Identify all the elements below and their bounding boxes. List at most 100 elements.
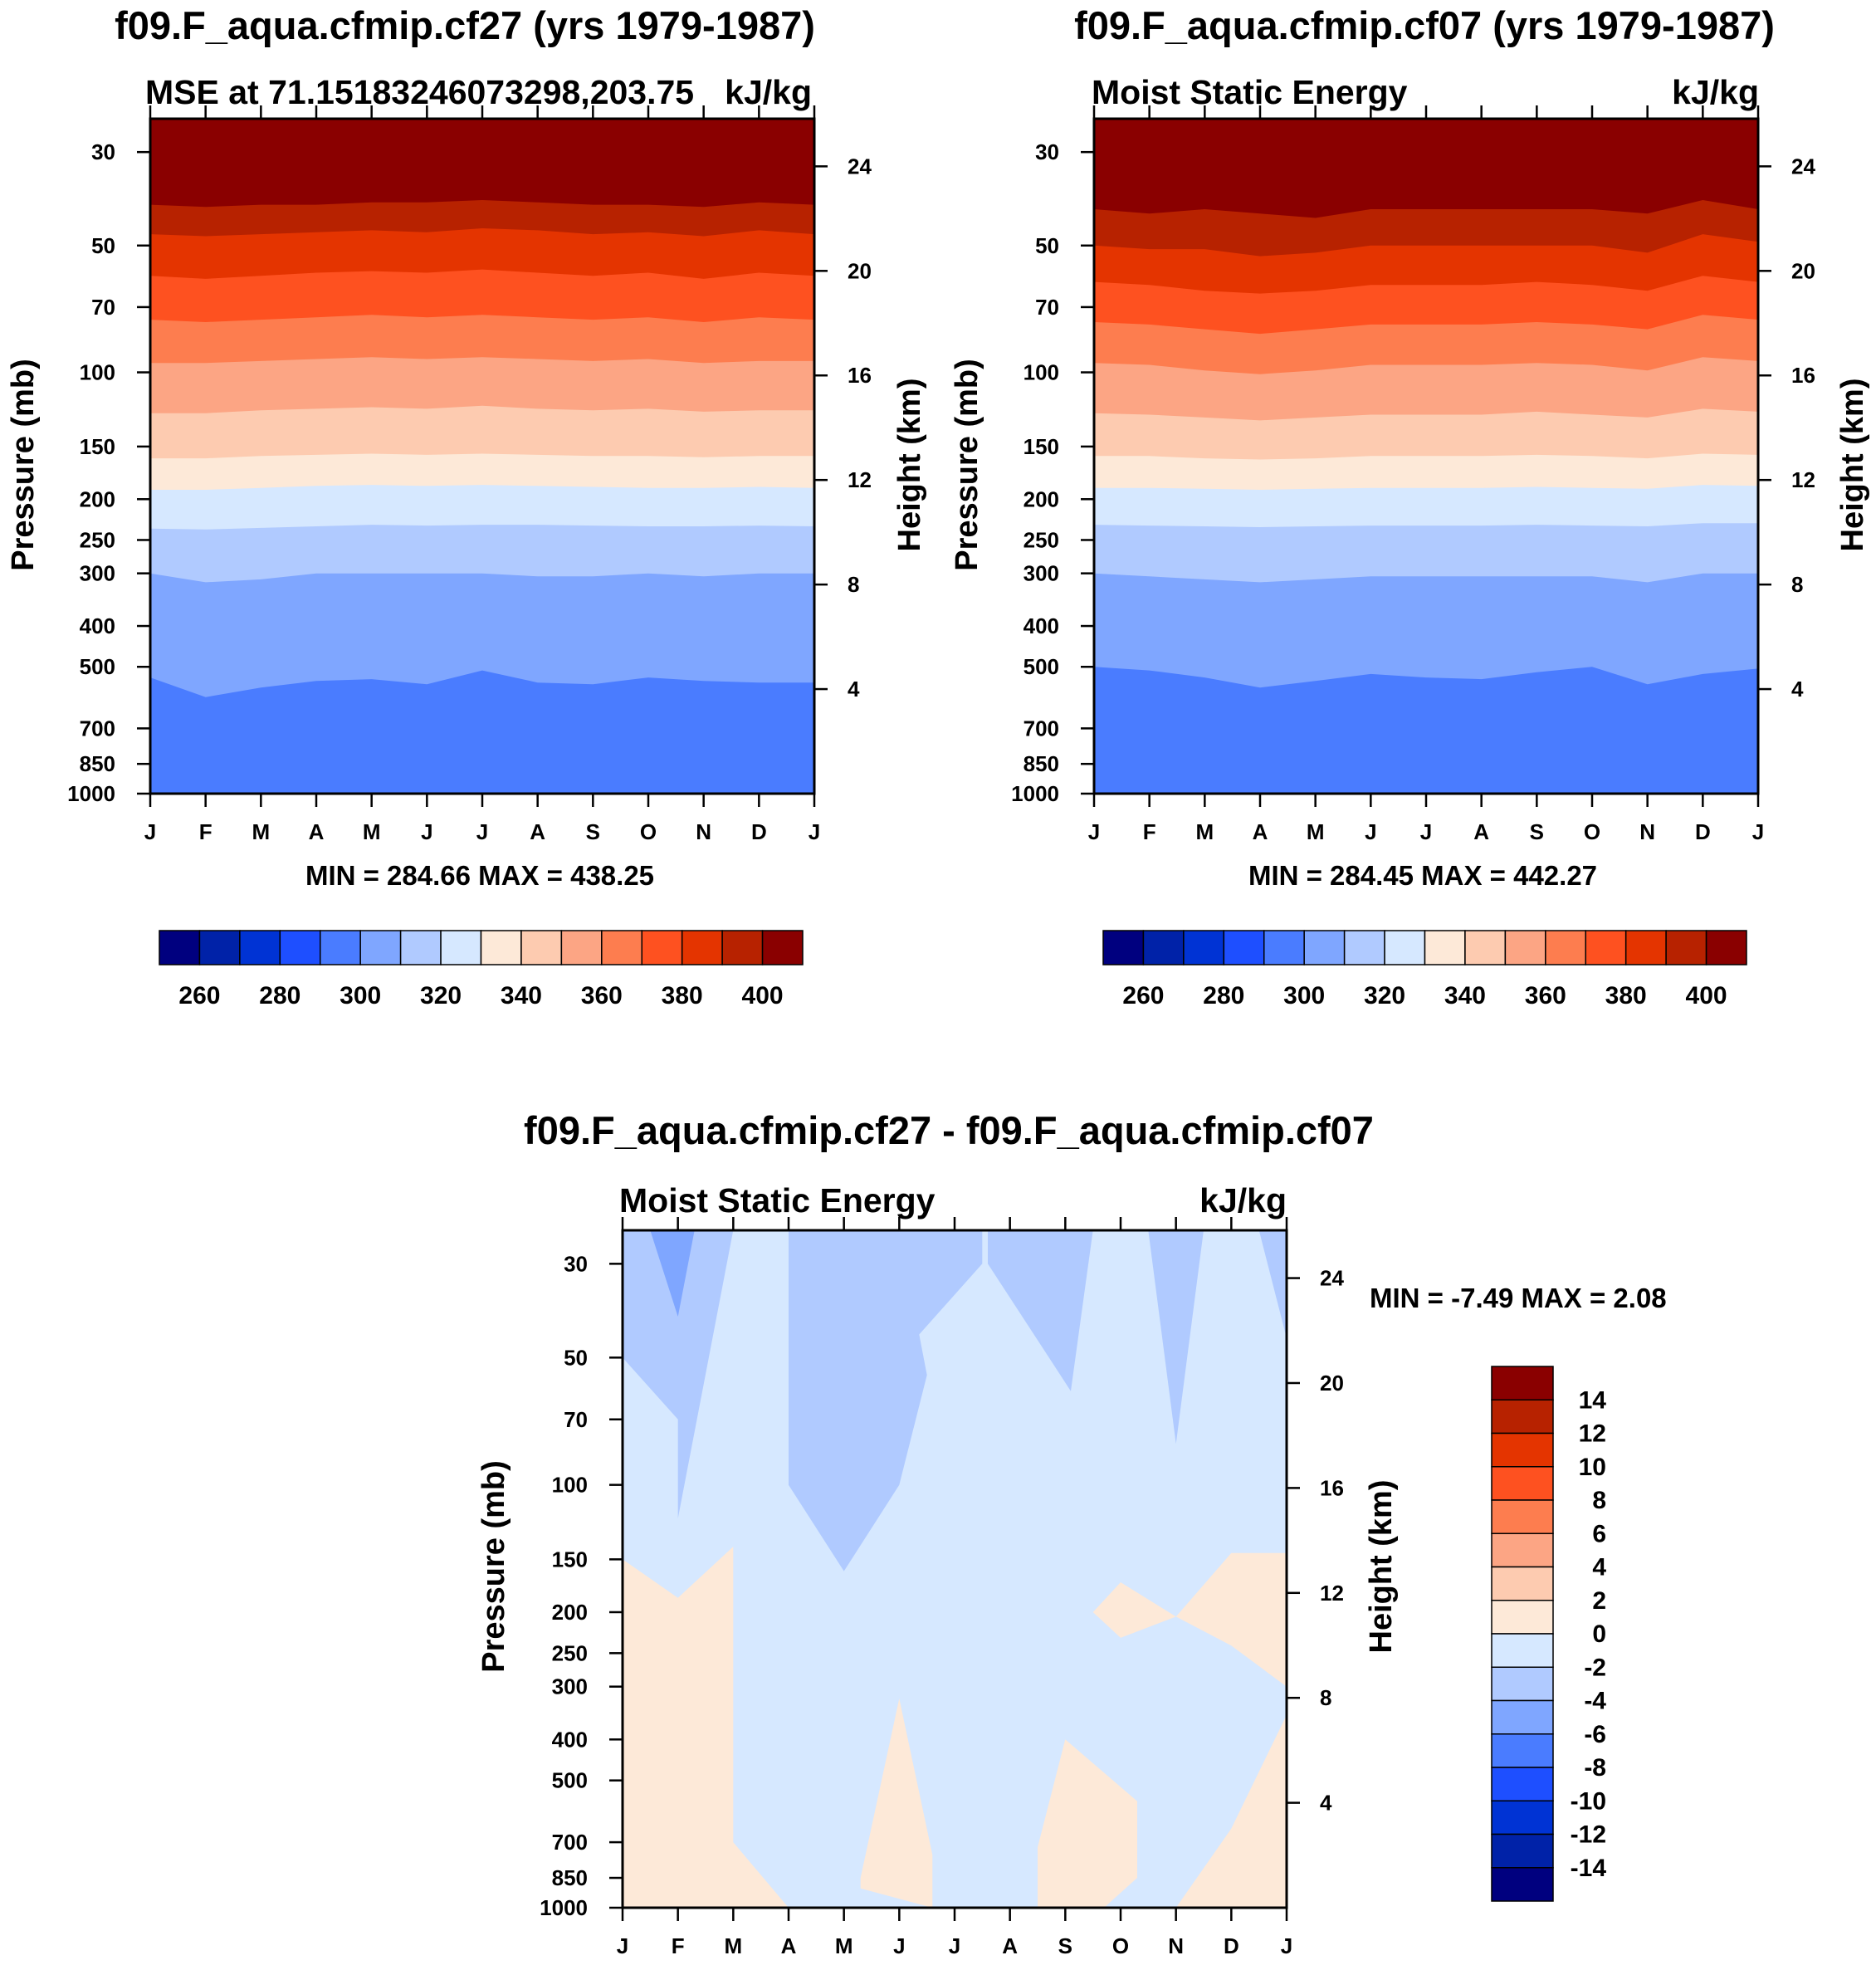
colorbar-box — [480, 930, 522, 965]
panel-cf27-contours — [150, 119, 814, 794]
x-tick-label: M — [363, 819, 381, 844]
colorbar-box — [1303, 930, 1346, 965]
panel-difference-subtitle-left: Moist Static Energy — [619, 1181, 936, 1220]
colorbar-box — [1705, 930, 1747, 965]
x-tick-label: A — [1473, 819, 1489, 844]
colorbar-box — [399, 930, 442, 965]
colorbar-box — [1665, 930, 1707, 965]
contour-region-8 — [988, 1230, 1093, 1391]
colorbar-label: 360 — [1525, 982, 1566, 1009]
y-tick-label: 30 — [91, 139, 115, 164]
x-tick-label: S — [1530, 819, 1544, 844]
x-tick-label: J — [144, 819, 156, 844]
panel-cf27-title: f09.F_aqua.cfmip.cf27 (yrs 1979-1987) — [115, 3, 815, 47]
colorbar-label: 280 — [1203, 982, 1244, 1009]
colorbar-box — [279, 930, 321, 965]
colorbar-label: 380 — [662, 982, 703, 1009]
y2-tick-label: 12 — [1791, 467, 1815, 492]
y-tick-label: 100 — [80, 360, 115, 385]
colorbar-box — [1464, 930, 1507, 965]
contour-region-5 — [623, 1230, 734, 1518]
x-tick-label: J — [893, 1933, 905, 1958]
colorbar-label: 320 — [420, 982, 462, 1009]
x-tick-label: M — [1195, 819, 1214, 844]
colorbar-label: 340 — [501, 982, 542, 1009]
y-tick-label: 200 — [1023, 486, 1059, 511]
y-tick-label: 300 — [1023, 561, 1059, 586]
y-tick-label: 700 — [1023, 716, 1059, 741]
y2-tick-label: 8 — [1791, 572, 1803, 597]
x-tick-label: J — [1281, 1933, 1292, 1958]
y2-tick-label: 16 — [848, 363, 872, 388]
colorbar-label: -14 — [1571, 1855, 1607, 1882]
y-tick-label: 700 — [552, 1830, 588, 1855]
x-tick-label: D — [1695, 819, 1711, 844]
colorbar-box — [1491, 1767, 1554, 1801]
panel-difference: f09.F_aqua.cfmip.cf27 - f09.F_aqua.cfmip… — [476, 1108, 1667, 1958]
colorbar-box — [359, 930, 402, 965]
colorbar-box — [440, 930, 482, 965]
colorbar-label: -10 — [1571, 1787, 1606, 1815]
x-tick-label: A — [530, 819, 545, 844]
panel-cf27-subtitle-left: MSE at 71.15183246073298,203.75 — [145, 73, 694, 111]
x-tick-label: O — [640, 819, 657, 844]
colorbar-box — [520, 930, 563, 965]
colorbar-box — [1491, 1466, 1554, 1501]
panel-cf27-min-max: MIN = 284.66 MAX = 438.25 — [305, 860, 654, 891]
y2-tick-label: 4 — [1791, 677, 1804, 701]
colorbar-box — [1142, 930, 1185, 965]
y-tick-label: 850 — [80, 751, 115, 776]
colorbar-box — [1343, 930, 1385, 965]
x-tick-label: D — [1224, 1933, 1239, 1958]
x-tick-label: J — [809, 819, 820, 844]
y2-tick-label: 16 — [1320, 1475, 1344, 1500]
panel-cf27-y-axis-label: Pressure (mb) — [6, 359, 41, 571]
contour-region-3 — [1175, 1714, 1287, 1908]
y-tick-label: 1000 — [67, 781, 115, 806]
colorbar-box — [1491, 1399, 1554, 1435]
colorbar-label: 400 — [1686, 982, 1727, 1009]
colorbar-box — [1491, 1633, 1554, 1668]
y-tick-label: 30 — [564, 1251, 588, 1276]
x-tick-label: M — [724, 1933, 742, 1958]
panel-difference-title: f09.F_aqua.cfmip.cf27 - f09.F_aqua.cfmip… — [524, 1108, 1374, 1152]
colorbar-box — [1491, 1699, 1554, 1735]
colorbar-box — [320, 930, 361, 965]
contour-region-9 — [1148, 1230, 1204, 1444]
x-tick-label: J — [1365, 819, 1376, 844]
panel-cf27-axes: J F M A M J J A S O N D J 30 50 70 100 150 200 250 300 400 500… — [67, 105, 872, 844]
colorbar-box — [239, 930, 281, 965]
panel-difference-y2-axis-label: Height (km) — [1364, 1480, 1399, 1654]
y2-tick-label: 12 — [1320, 1581, 1344, 1606]
contour-region-11 — [650, 1230, 695, 1317]
panel-difference-units: kJ/kg — [1199, 1181, 1287, 1220]
y-tick-label: 1000 — [1011, 781, 1059, 806]
colorbar-label: 340 — [1444, 982, 1486, 1009]
colorbar-box — [761, 930, 804, 965]
y-tick-label: 200 — [80, 486, 115, 511]
colorbar-label: 0 — [1592, 1620, 1606, 1648]
colorbar-label: 400 — [742, 982, 784, 1009]
colorbar-box — [1102, 930, 1145, 965]
y-tick-label: 200 — [552, 1600, 588, 1625]
contour-region-0 — [623, 1547, 789, 1908]
colorbar-label: 6 — [1592, 1520, 1606, 1547]
y2-tick-label: 8 — [1320, 1685, 1331, 1710]
colorbar-label: 260 — [178, 982, 220, 1009]
panel-cf07: f09.F_aqua.cfmip.cf07 (yrs 1979-1987) Mo… — [950, 3, 1870, 1009]
colorbar-label: -6 — [1584, 1721, 1606, 1748]
panel-cf07-contours — [1094, 119, 1758, 794]
y-tick-label: 70 — [564, 1407, 588, 1432]
colorbar-box — [1491, 1833, 1554, 1869]
colorbar-label: 8 — [1592, 1487, 1606, 1514]
colorbar-box — [1491, 1600, 1554, 1635]
panel-cf07-subtitle-left: Moist Static Energy — [1092, 73, 1408, 111]
y-tick-label: 250 — [552, 1640, 588, 1665]
x-tick-label: M — [252, 819, 270, 844]
colorbar-box — [1491, 1532, 1554, 1568]
contour-band-400 — [1094, 119, 1758, 218]
y-tick-label: 400 — [80, 613, 115, 638]
contour-region-7 — [899, 1230, 983, 1338]
x-tick-label: F — [199, 819, 213, 844]
x-tick-label: O — [1112, 1933, 1129, 1958]
